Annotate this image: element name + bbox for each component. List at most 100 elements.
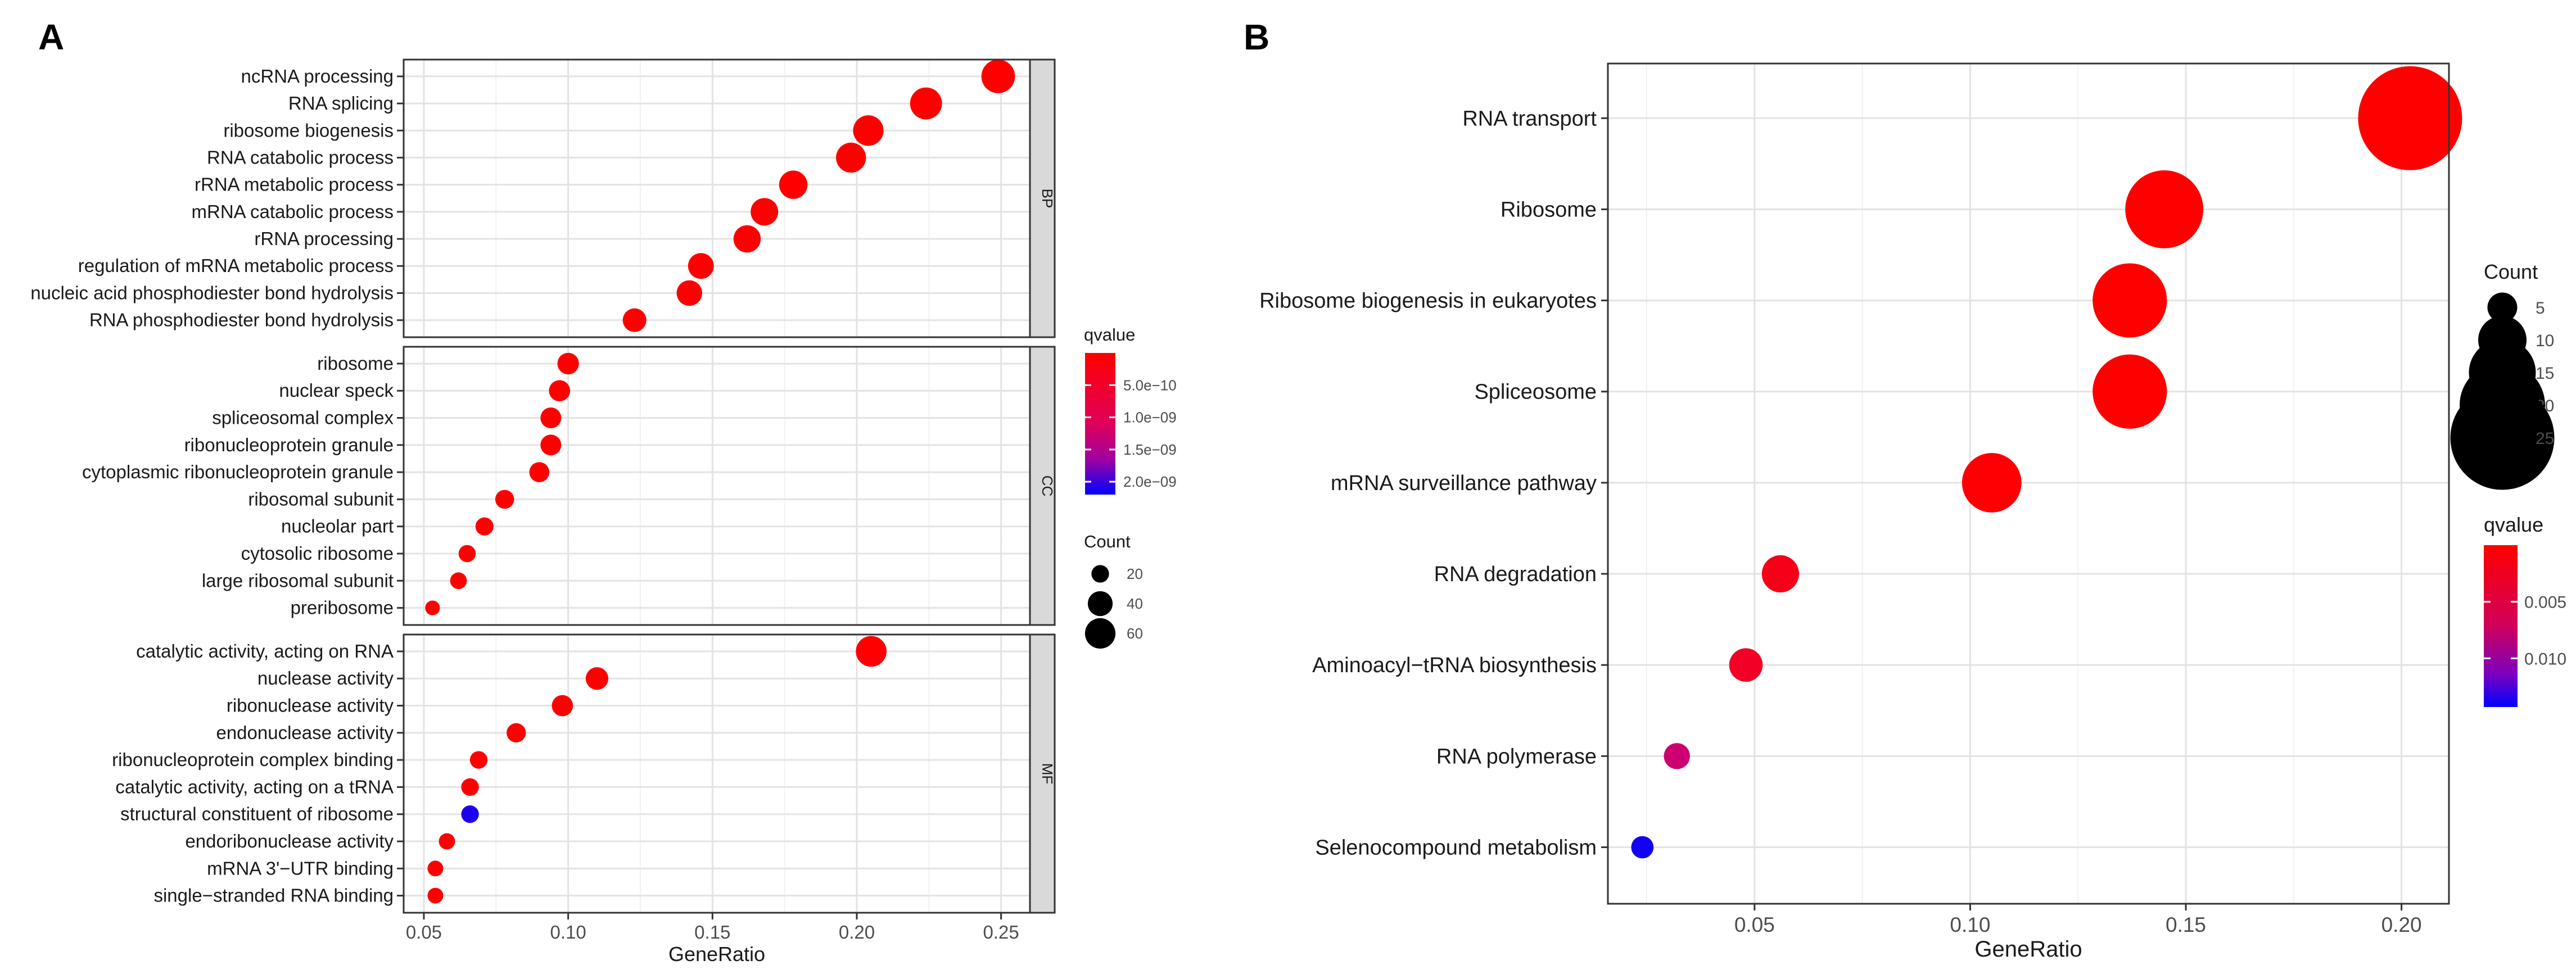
panel-b-point bbox=[1729, 648, 1763, 682]
panel-a-point bbox=[549, 380, 571, 402]
panel-a-xtick-label: 0.15 bbox=[694, 922, 730, 943]
panel-b-point bbox=[2358, 66, 2462, 170]
panel-a-point bbox=[585, 667, 609, 690]
panel-b-size-label: 15 bbox=[2536, 364, 2554, 383]
panel-a-term-label: structural constituent of ribosome bbox=[120, 804, 394, 824]
panel-b-term-label: RNA transport bbox=[1462, 107, 1597, 130]
panel-b-colorbar bbox=[2484, 545, 2518, 707]
panel-a-term-label: rRNA processing bbox=[254, 228, 394, 249]
panel-b-term-label: RNA degradation bbox=[1434, 563, 1597, 586]
panel-b-xlabel: GeneRatio bbox=[1974, 937, 2082, 962]
panel-a-term-label: ribosomal subunit bbox=[248, 488, 394, 509]
panel-b-point bbox=[1664, 743, 1690, 769]
panel-label-a: A bbox=[38, 17, 64, 57]
panel-b-xtick-label: 0.05 bbox=[1734, 913, 1775, 936]
panel-b-xtick-label: 0.20 bbox=[2381, 913, 2422, 936]
panel-a-size-label: 40 bbox=[1127, 595, 1143, 612]
panel-a-term-label: mRNA catabolic process bbox=[192, 201, 394, 222]
panel-b-term-label: Ribosome bbox=[1501, 198, 1597, 221]
panel-a-colorbar-label: 1.5e−09 bbox=[1123, 441, 1177, 458]
panel-a-colorbar-label: 5.0e−10 bbox=[1123, 377, 1177, 393]
panel-a-point bbox=[733, 225, 761, 253]
panel-a-term-label: RNA phosphodiester bond hydrolysis bbox=[89, 310, 394, 330]
panel-b-size-label: 25 bbox=[2536, 429, 2554, 448]
panel-b-point bbox=[1631, 836, 1654, 859]
panel-a-color-legend-title: qvalue bbox=[1084, 325, 1135, 345]
panel-a-term-label: nuclease activity bbox=[257, 668, 394, 688]
panel-a-point bbox=[507, 723, 526, 742]
panel-a-term-label: nuclear speck bbox=[279, 380, 394, 401]
panel-a-size-key bbox=[1091, 565, 1109, 583]
panel-b-plot-bg bbox=[1608, 64, 2449, 904]
panel-a-term-label: ribosome biogenesis bbox=[223, 120, 394, 141]
panel-a-term-label: cytosolic ribosome bbox=[241, 543, 394, 564]
panel-a-point bbox=[461, 778, 479, 796]
panel-b-point bbox=[2093, 263, 2167, 338]
panel-a-point bbox=[427, 860, 444, 877]
panel-a-point bbox=[751, 198, 779, 226]
panel-a-point bbox=[981, 59, 1015, 93]
panel-a-size-legend-title: Count bbox=[1084, 532, 1131, 551]
panel-a-point bbox=[540, 434, 562, 456]
panel-b-border bbox=[1607, 62, 2450, 905]
panel-a-size-key bbox=[1087, 591, 1113, 617]
panel-a-facet-label: BP bbox=[1039, 189, 1056, 209]
panel-a-term-label: spliceosomal complex bbox=[212, 407, 394, 428]
panel-a-term-label: rRNA metabolic process bbox=[195, 174, 394, 195]
panel-a-size-key bbox=[1084, 618, 1116, 649]
panel-a-point bbox=[461, 805, 479, 823]
panel-a-size-label: 60 bbox=[1127, 625, 1143, 642]
panel-a-chart: ncRNA processing RNA splicing ribosome bio… bbox=[30, 58, 1177, 966]
panel-a-term-label: ncRNA processing bbox=[241, 66, 394, 87]
panel-a-xtick-label: 0.20 bbox=[839, 922, 875, 943]
panel-b-term-label: mRNA surveillance pathway bbox=[1331, 472, 1597, 495]
panel-b-point bbox=[1761, 555, 1799, 593]
panel-a-term-label: regulation of mRNA metabolic process bbox=[78, 255, 394, 276]
panel-a-point bbox=[676, 280, 702, 306]
panel-b-point bbox=[2125, 170, 2204, 248]
panel-a-term-label: catalytic activity, acting on RNA bbox=[136, 641, 394, 662]
panel-b-size-label: 5 bbox=[2536, 299, 2545, 318]
panel-a-point bbox=[439, 833, 455, 850]
panel-a-xtick-label: 0.05 bbox=[406, 922, 442, 943]
panel-b-xtick-label: 0.15 bbox=[2166, 913, 2206, 936]
panel-b-term-label: Spliceosome bbox=[1474, 380, 1597, 404]
panel-a-point bbox=[458, 545, 476, 563]
panel-b-term-label: Aminoacyl−tRNA biosynthesis bbox=[1312, 654, 1597, 677]
panel-a-colorbar-label: 1.0e−09 bbox=[1123, 409, 1177, 426]
panel-a-point bbox=[495, 490, 514, 509]
panel-a-facet-bg bbox=[404, 635, 1030, 913]
panel-a-term-label: mRNA 3'−UTR binding bbox=[207, 858, 394, 878]
panel-b-point bbox=[1962, 452, 2022, 513]
panel-a-term-label: RNA splicing bbox=[288, 93, 394, 114]
panel-a-term-label: RNA catabolic process bbox=[207, 147, 394, 167]
panel-a-xlabel: GeneRatio bbox=[668, 943, 765, 966]
panel-b-size-key bbox=[2487, 292, 2518, 323]
panel-a-point bbox=[622, 308, 647, 332]
panel-a-term-label: endoribonuclease activity bbox=[185, 831, 394, 851]
panel-a-facet-strip bbox=[1029, 58, 1056, 338]
panel-a-point bbox=[853, 115, 884, 146]
panel-label-b: B bbox=[1244, 17, 1269, 57]
panel-a-term-label: ribonucleoprotein granule bbox=[184, 434, 394, 455]
panel-b-term-label: Selenocompound metabolism bbox=[1315, 836, 1597, 859]
panel-b-term-label: RNA polymerase bbox=[1436, 745, 1597, 768]
panel-b-size-label: 10 bbox=[2536, 332, 2554, 350]
panel-a-term-label: ribonuclease activity bbox=[227, 695, 394, 716]
panel-a-term-label: preribosome bbox=[291, 597, 394, 618]
panel-a-point bbox=[779, 170, 808, 199]
panel-a-point bbox=[552, 695, 573, 717]
panel-a-size-label: 20 bbox=[1127, 565, 1143, 582]
panel-a-point bbox=[450, 572, 467, 590]
panel-b-colorbar-label: 0.005 bbox=[2524, 594, 2566, 612]
panel-a-term-label: ribosome bbox=[317, 353, 394, 374]
panel-b-xtick-label: 0.10 bbox=[1950, 913, 1990, 936]
panel-a-facet-label: MF bbox=[1039, 763, 1056, 785]
panel-b-size-key bbox=[2450, 386, 2555, 490]
panel-a-point bbox=[557, 352, 579, 375]
panel-a-term-label: nucleic acid phosphodiester bond hydroly… bbox=[30, 282, 394, 303]
panel-a-colorbar-label: 2.0e−09 bbox=[1123, 473, 1177, 490]
panel-a-xtick-label: 0.25 bbox=[983, 922, 1019, 943]
panel-b-chart: RNA transport Ribosome Ribosome biogenesis… bbox=[1259, 62, 2566, 962]
